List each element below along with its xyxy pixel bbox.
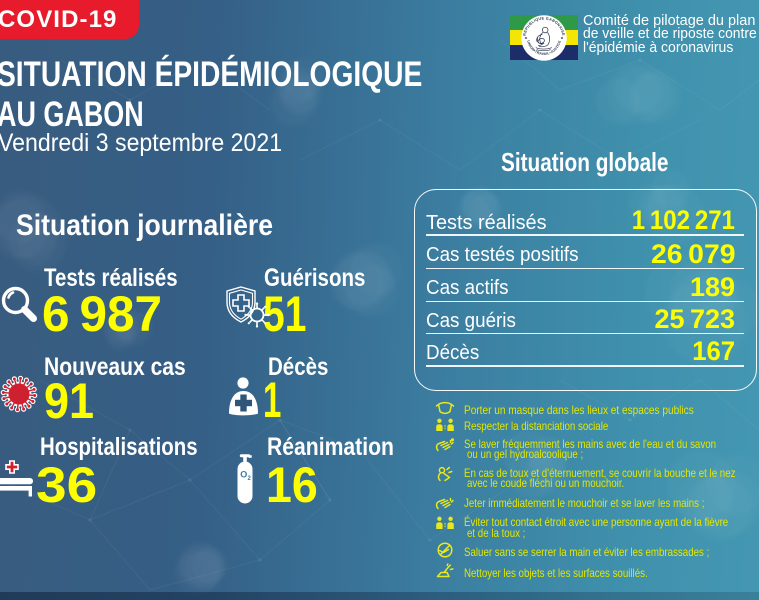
- svg-text:O: O: [240, 470, 247, 480]
- svg-text:2: 2: [248, 476, 252, 482]
